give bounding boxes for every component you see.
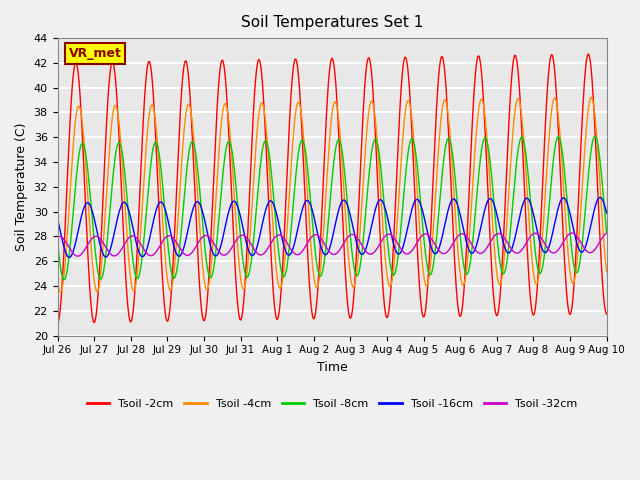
- Tsoil -32cm: [205, 235, 213, 240]
- Tsoil -8cm: [61, 277, 68, 283]
- Tsoil -4cm: [603, 269, 611, 275]
- Tsoil -2cm: [415, 272, 422, 277]
- Tsoil -8cm: [399, 195, 407, 201]
- Tsoil -32cm: [177, 246, 184, 252]
- Tsoil -16cm: [415, 199, 423, 204]
- Tsoil -2cm: [63, 173, 71, 179]
- Tsoil -32cm: [399, 249, 407, 255]
- Line: Tsoil -8cm: Tsoil -8cm: [58, 136, 607, 280]
- Tsoil -2cm: [54, 320, 61, 326]
- Tsoil -4cm: [415, 224, 423, 229]
- Tsoil -2cm: [603, 311, 611, 317]
- Tsoil -4cm: [205, 277, 213, 283]
- Title: Soil Temperatures Set 1: Soil Temperatures Set 1: [241, 15, 423, 30]
- Tsoil -4cm: [54, 278, 61, 284]
- Tsoil -8cm: [205, 274, 213, 279]
- Tsoil -32cm: [74, 253, 81, 259]
- Tsoil -4cm: [177, 178, 184, 183]
- Tsoil -2cm: [176, 120, 184, 126]
- Y-axis label: Soil Temperature (C): Soil Temperature (C): [15, 122, 28, 251]
- Tsoil -16cm: [121, 200, 129, 205]
- Tsoil -16cm: [603, 210, 611, 216]
- Legend: Tsoil -2cm, Tsoil -4cm, Tsoil -8cm, Tsoil -16cm, Tsoil -32cm: Tsoil -2cm, Tsoil -4cm, Tsoil -8cm, Tsoi…: [83, 395, 582, 414]
- Tsoil -2cm: [205, 276, 212, 282]
- Tsoil -8cm: [177, 237, 184, 242]
- Tsoil -16cm: [54, 216, 61, 222]
- Tsoil -16cm: [63, 253, 71, 259]
- Tsoil -16cm: [65, 254, 73, 260]
- Tsoil -8cm: [603, 230, 611, 236]
- Tsoil -8cm: [121, 170, 129, 176]
- Tsoil -32cm: [121, 241, 129, 247]
- Tsoil -8cm: [415, 186, 423, 192]
- Tsoil -32cm: [54, 234, 61, 240]
- Tsoil -4cm: [121, 199, 129, 204]
- Tsoil -4cm: [588, 95, 595, 100]
- Tsoil -8cm: [54, 238, 61, 243]
- Line: Tsoil -16cm: Tsoil -16cm: [58, 197, 607, 257]
- Tsoil -16cm: [399, 242, 407, 248]
- Tsoil -32cm: [63, 241, 71, 247]
- Tsoil -16cm: [596, 194, 604, 200]
- Line: Tsoil -2cm: Tsoil -2cm: [58, 54, 607, 323]
- Tsoil -32cm: [415, 236, 423, 241]
- X-axis label: Time: Time: [317, 361, 348, 374]
- Tsoil -2cm: [120, 241, 128, 247]
- Tsoil -2cm: [399, 67, 406, 72]
- Tsoil -16cm: [177, 252, 184, 258]
- Tsoil -32cm: [603, 230, 611, 236]
- Line: Tsoil -4cm: Tsoil -4cm: [58, 97, 607, 292]
- Tsoil -4cm: [399, 127, 407, 132]
- Tsoil -4cm: [65, 218, 72, 224]
- Tsoil -4cm: [57, 289, 65, 295]
- Tsoil -8cm: [65, 261, 72, 266]
- Tsoil -8cm: [591, 133, 599, 139]
- Tsoil -32cm: [568, 230, 575, 236]
- Text: VR_met: VR_met: [68, 47, 122, 60]
- Tsoil -2cm: [584, 51, 592, 57]
- Tsoil -16cm: [205, 239, 213, 245]
- Line: Tsoil -32cm: Tsoil -32cm: [58, 233, 607, 256]
